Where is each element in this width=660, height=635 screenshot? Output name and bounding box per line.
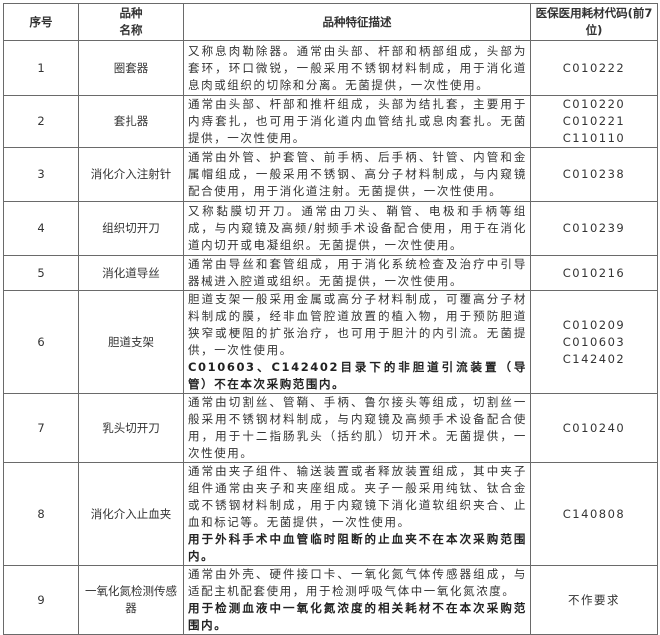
code-value: C110110 [562, 131, 626, 145]
row-codes: C010209 C010603 C142402 [530, 290, 658, 394]
table-row: 4 组织切开刀 又称黏膜切开刀。通常由刀头、鞘管、电极和手柄等组成，与内窥镜及高… [3, 201, 658, 256]
row-codes: C010239 [530, 201, 658, 256]
exclusion-note: 用于检测血液中一氧化氮浓度的相关耗材不在本次采购范围内。 [188, 601, 527, 632]
row-codes: C010216 [530, 255, 658, 291]
table-row: 3 消化介入注射针 通常由外管、护套管、前手柄、后手柄、针管、内管和金属帽组成，… [3, 147, 658, 202]
row-codes: C010220 C010221 C110110 [530, 95, 658, 148]
row-desc: 通常由外管、护套管、前手柄、后手柄、针管、内管和金属帽组成，一般采用不锈钢、高分… [183, 147, 531, 202]
code-value: C010220 [562, 97, 626, 111]
desc-text: 又称黏膜切开刀。通常由刀头、鞘管、电极和手柄等组成，与内窥镜及高频/射频手术设备… [188, 204, 527, 252]
table-row: 5 消化道导丝 通常由导丝和套管组成，用于消化系统检查及治疗中引导器械进入腔道或… [3, 255, 658, 291]
code-value: C010240 [562, 420, 626, 435]
code-value: C010238 [562, 167, 626, 181]
row-name: 乳头切开刀 [78, 393, 184, 463]
table-row: 2 套扎器 通常由头部、杆部和推杆组成，头部为结扎套，主要用于内痔套扎，也可用于… [3, 95, 658, 148]
desc-text: 通常由夹子组件、输送装置或者释放装置组成，其中夹子组件通常由夹子和夹座组成。夹子… [188, 464, 527, 529]
desc-text: 通常由外壳、硬件接口卡、一氧化氮气体传感器组成，与适配主机配套使用，用于检测呼吸… [188, 567, 527, 598]
header-name: 品种 名称 [78, 3, 184, 41]
row-name: 消化介入注射针 [78, 147, 184, 202]
row-desc: 通常由夹子组件、输送装置或者释放装置组成，其中夹子组件通常由夹子和夹座组成。夹子… [183, 462, 531, 566]
row-index: 1 [3, 40, 79, 96]
code-value: C010239 [562, 221, 626, 235]
table-row: 8 消化介入止血夹 通常由夹子组件、输送装置或者释放装置组成，其中夹子组件通常由… [3, 462, 658, 566]
desc-text: 通常由切割丝、管鞘、手柄、鲁尔接头等组成，切割丝一般采用不锈钢材料制成，与内窥镜… [188, 395, 527, 460]
table-row: 1 圈套器 又称息肉勒除器。通常由头部、杆部和柄部组成，头部为套环，环口微锐，一… [3, 40, 658, 96]
row-desc: 通常由导丝和套管组成，用于消化系统检查及治疗中引导器械进入腔道或组织。无菌提供，… [183, 255, 531, 291]
table-row: 7 乳头切开刀 通常由切割丝、管鞘、手柄、鲁尔接头等组成，切割丝一般采用不锈钢材… [3, 393, 658, 463]
row-desc: 通常由头部、杆部和推杆组成，头部为结扎套，主要用于内痔套扎，也可用于消化道内血管… [183, 95, 531, 148]
desc-text: 胆道支架一般采用金属或高分子材料制成，可覆高分子材料制成的膜，经非血管腔道放置的… [188, 292, 527, 357]
code-value: C010603 [562, 334, 626, 349]
desc-text: 通常由外管、护套管、前手柄、后手柄、针管、内管和金属帽组成，一般采用不锈钢、高分… [188, 150, 527, 198]
row-desc: 又称黏膜切开刀。通常由刀头、鞘管、电极和手柄等组成，与内窥镜及高频/射频手术设备… [183, 201, 531, 256]
desc-text: 通常由导丝和套管组成，用于消化系统检查及治疗中引导器械进入腔道或组织。无菌提供，… [188, 257, 527, 288]
header-desc: 品种特征描述 [183, 3, 531, 41]
row-name: 组织切开刀 [78, 201, 184, 256]
row-codes: C140808 [530, 462, 658, 566]
row-name: 消化道导丝 [78, 255, 184, 291]
row-desc: 又称息肉勒除器。通常由头部、杆部和柄部组成，头部为套环，环口微锐，一般采用不锈钢… [183, 40, 531, 96]
row-desc: 通常由外壳、硬件接口卡、一氧化氮气体传感器组成，与适配主机配套使用，用于检测呼吸… [183, 565, 531, 635]
code-value: C010221 [562, 114, 626, 128]
row-name: 一氧化氮检测传感器 [78, 565, 184, 635]
code-value: C142402 [562, 351, 626, 366]
catalog-table: 序号 品种 名称 品种特征描述 医保医用耗材代码(前7位) 1 圈套器 又称息肉勒… [3, 3, 658, 635]
row-index: 3 [3, 147, 79, 202]
code-value: C010209 [562, 317, 626, 332]
row-index: 7 [3, 393, 79, 463]
row-name: 圈套器 [78, 40, 184, 96]
code-value: C140808 [562, 506, 626, 521]
table-row: 6 胆道支架 胆道支架一般采用金属或高分子材料制成，可覆高分子材料制成的膜，经非… [3, 290, 658, 394]
row-index: 4 [3, 201, 79, 256]
row-index: 5 [3, 255, 79, 291]
row-index: 6 [3, 290, 79, 394]
row-desc: 通常由切割丝、管鞘、手柄、鲁尔接头等组成，切割丝一般采用不锈钢材料制成，与内窥镜… [183, 393, 531, 463]
row-codes: C010240 [530, 393, 658, 463]
row-desc: 胆道支架一般采用金属或高分子材料制成，可覆高分子材料制成的膜，经非血管腔道放置的… [183, 290, 531, 394]
row-index: 8 [3, 462, 79, 566]
exclusion-note: 用于外科手术中血管临时阻断的止血夹不在本次采购范围内。 [188, 532, 527, 563]
row-codes: C010222 [530, 40, 658, 96]
desc-text: 通常由头部、杆部和推杆组成，头部为结扎套，主要用于内痔套扎，也可用于消化道内血管… [188, 97, 527, 145]
row-codes: C010238 [530, 147, 658, 202]
row-name: 套扎器 [78, 95, 184, 148]
code-value: C010222 [562, 60, 626, 75]
row-index: 2 [3, 95, 79, 148]
row-name: 消化介入止血夹 [78, 462, 184, 566]
header-index: 序号 [3, 3, 79, 41]
row-name: 胆道支架 [78, 290, 184, 394]
row-codes: 不作要求 [530, 565, 658, 635]
table-row: 9 一氧化氮检测传感器 通常由外壳、硬件接口卡、一氧化氮气体传感器组成，与适配主… [3, 565, 658, 635]
code-value: C010216 [562, 265, 626, 280]
desc-text: 又称息肉勒除器。通常由头部、杆部和柄部组成，头部为套环，环口微锐，一般采用不锈钢… [188, 43, 527, 92]
exclusion-note: C010603、C142402目录下的非胆道引流装置（导管）不在本次采购范围内。 [188, 360, 527, 391]
header-code: 医保医用耗材代码(前7位) [530, 3, 658, 41]
code-value: 不作要求 [568, 592, 620, 607]
header-row: 序号 品种 名称 品种特征描述 医保医用耗材代码(前7位) [3, 3, 658, 41]
row-index: 9 [3, 565, 79, 635]
